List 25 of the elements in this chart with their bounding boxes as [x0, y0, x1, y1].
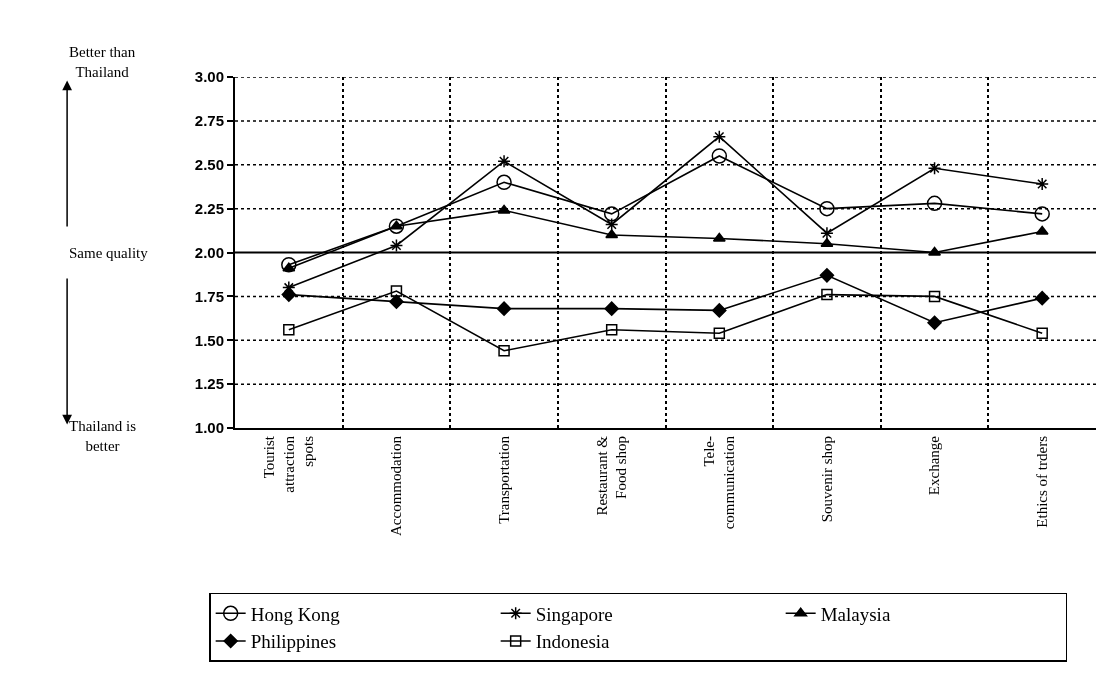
- x-tick-label: Transportation: [495, 435, 512, 524]
- x-tick-label: Souvenir shop: [818, 436, 835, 523]
- x-tick-label: Ethics of trders: [1034, 435, 1051, 528]
- y-tick-label: 2.50: [194, 156, 224, 173]
- y-tick-label: 1.75: [194, 287, 224, 305]
- text: Thailand is better: [69, 418, 137, 454]
- legend-label: Hong Kong: [250, 603, 341, 625]
- y-tick-label: 2.75: [194, 112, 224, 130]
- y-tick-label: 1.00: [194, 419, 224, 437]
- x-tick-label: Tele- communication: [701, 435, 737, 530]
- legend-label: Malaysia: [820, 603, 891, 625]
- legend-label: Philippines: [250, 631, 337, 653]
- y-tick-label: 3.00: [194, 68, 224, 86]
- x-tick-label: Exchange: [926, 435, 943, 496]
- x-tick-label: Restaurant & Food shop: [593, 435, 630, 516]
- x-tick-label: Accommodation: [388, 435, 405, 536]
- y-tick-label: 1.25: [194, 375, 224, 393]
- text: Same quality: [69, 245, 149, 261]
- legend-label: Indonesia: [535, 631, 611, 653]
- x-tick-label: Tourist attraction spots: [261, 435, 317, 493]
- text: Better than Thailand: [69, 44, 136, 80]
- legend-label: Singapore: [535, 603, 613, 625]
- y-tick-label: 2.25: [194, 199, 224, 217]
- y-tick-label: 1.50: [194, 331, 224, 349]
- y-tick-label: 2.00: [194, 243, 224, 261]
